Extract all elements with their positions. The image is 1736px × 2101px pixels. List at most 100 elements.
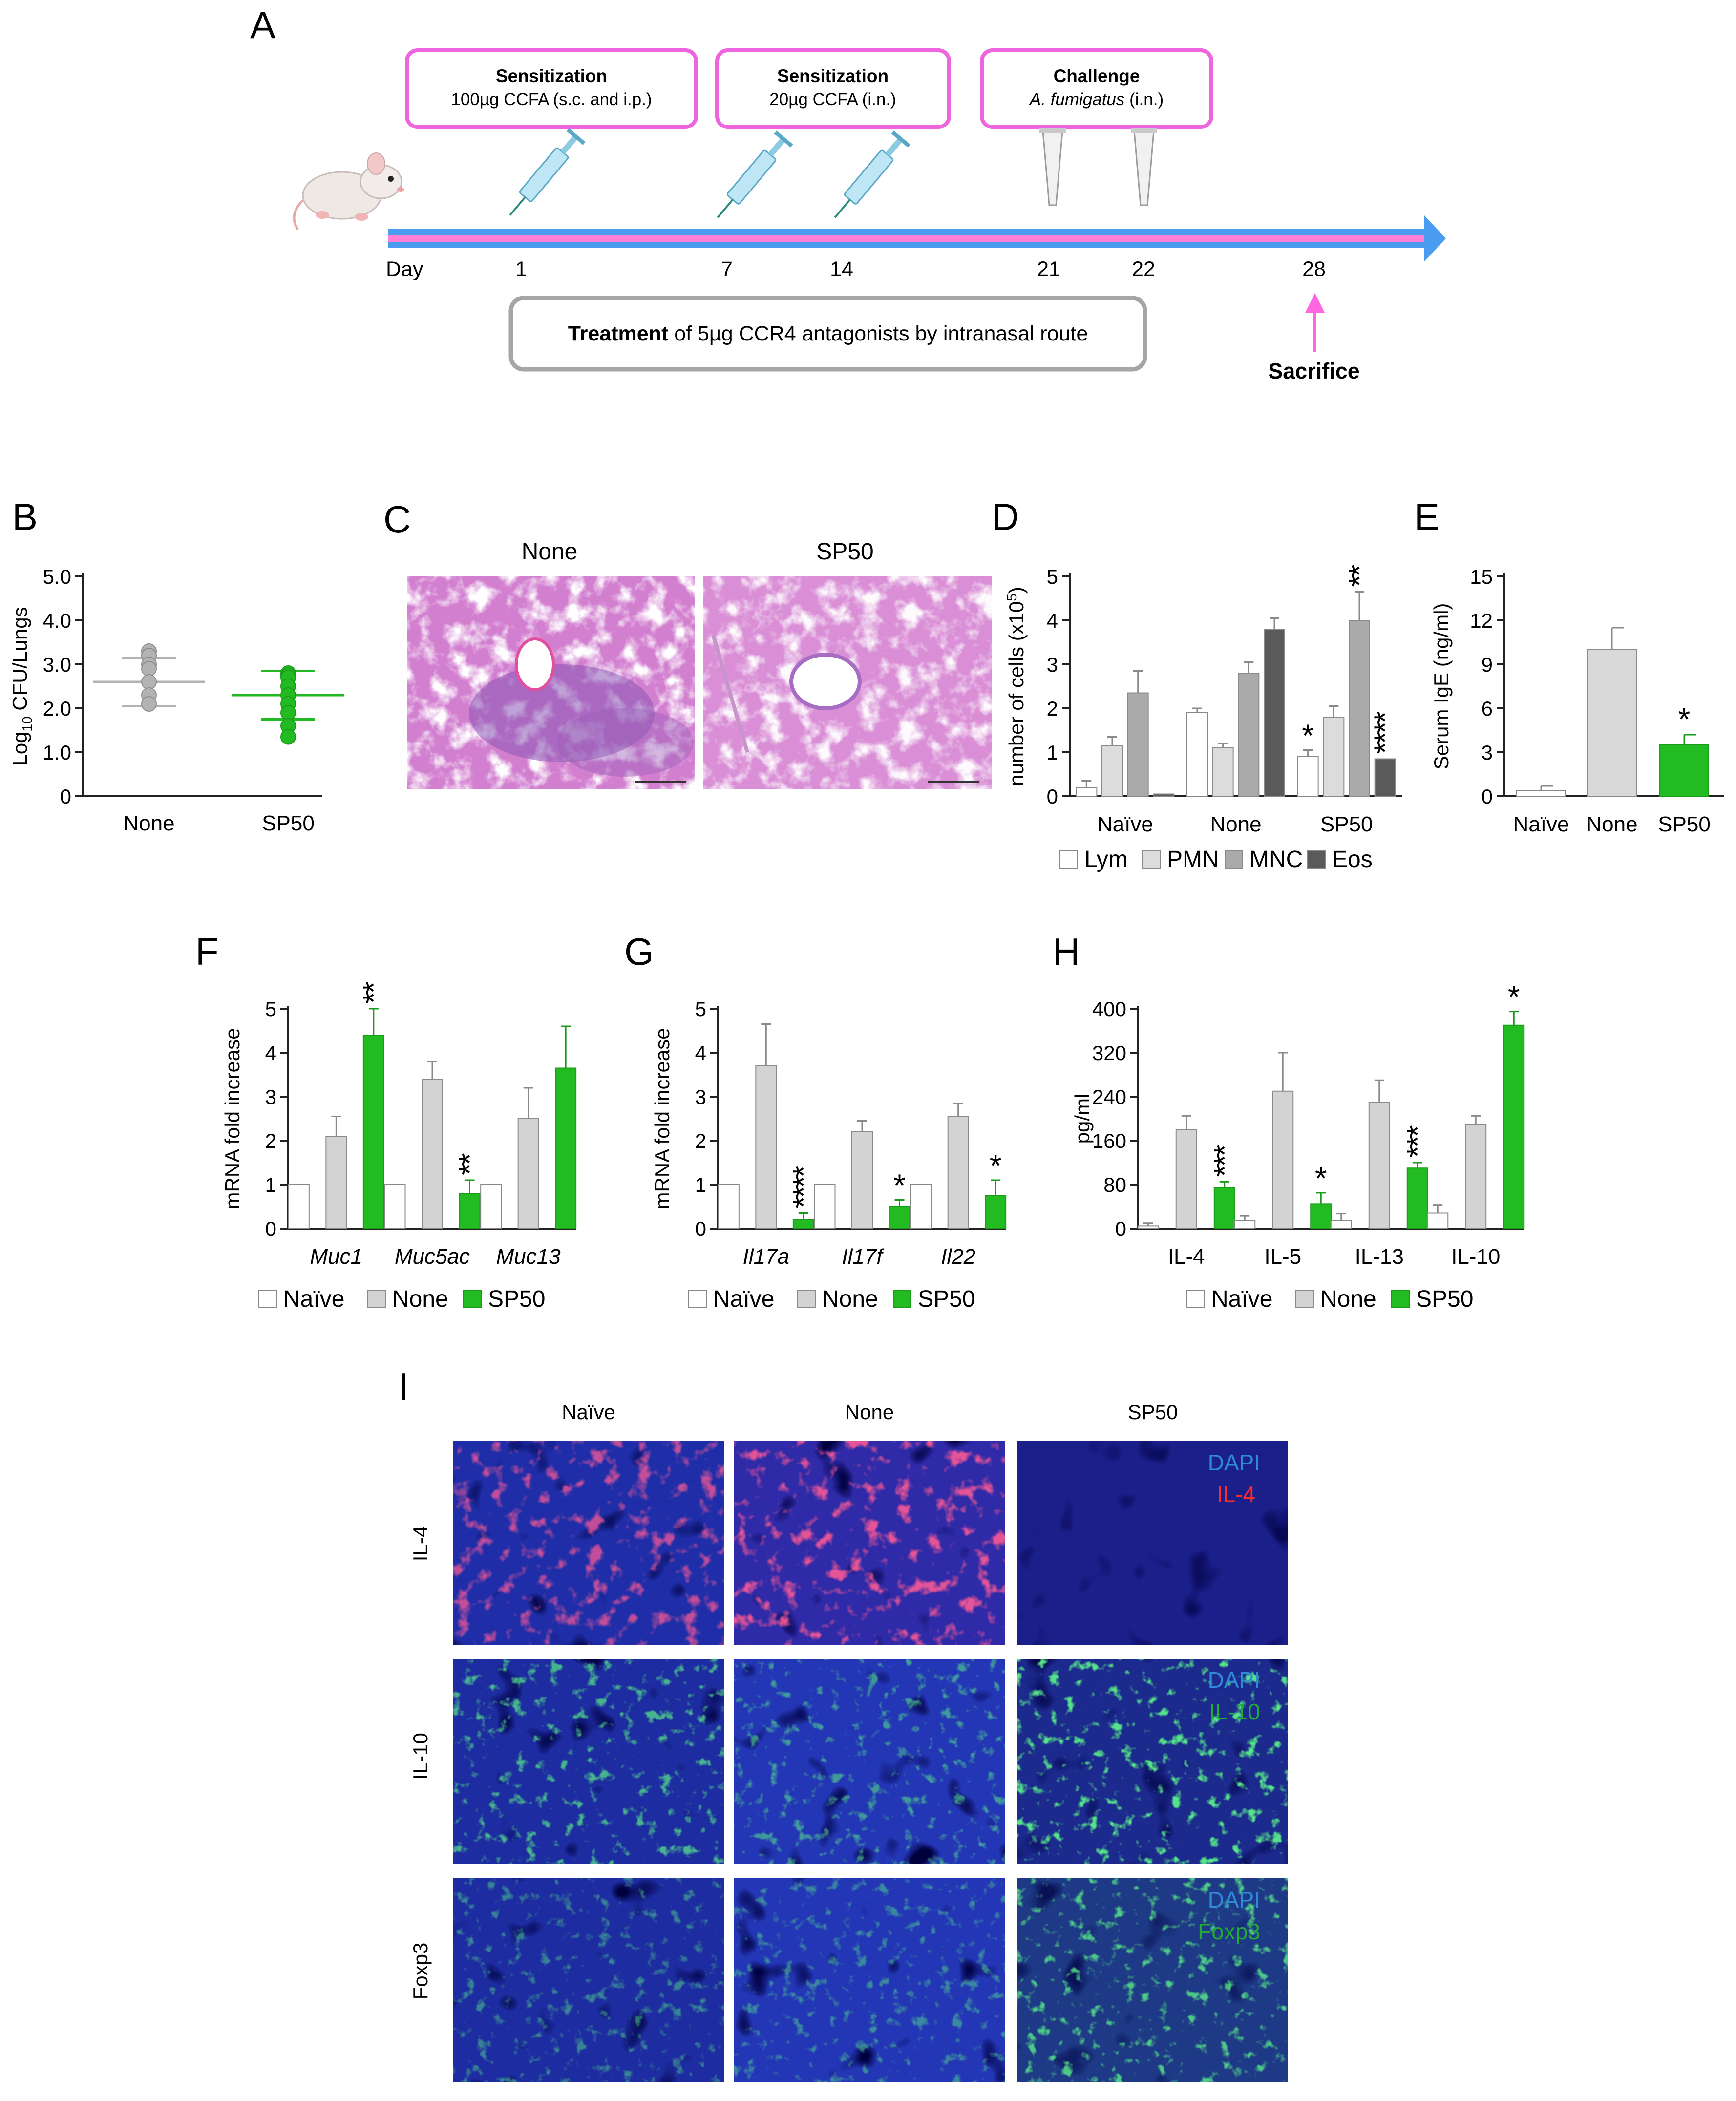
bar	[718, 1184, 740, 1229]
bar	[1127, 692, 1149, 797]
bar	[1587, 649, 1637, 797]
histology-image-sp50	[703, 576, 992, 789]
day-14: 14	[830, 257, 853, 281]
bar	[1349, 620, 1370, 797]
x-tick-label: Naïve	[1097, 812, 1153, 836]
svg-text:100µg CCFA (s.c. and i.p.): 100µg CCFA (s.c. and i.p.)	[451, 90, 652, 109]
legend-swatch	[797, 1290, 816, 1308]
data-point	[280, 705, 296, 721]
y-tick-label: 2.0	[43, 697, 71, 720]
bar	[1374, 758, 1396, 797]
significance-star: ****	[786, 1166, 821, 1209]
panel-letter-b: B	[12, 495, 38, 538]
legend: Naïve None SP50	[258, 1286, 545, 1312]
if-image-il4-naive	[453, 1441, 724, 1645]
significance-star: *	[1678, 701, 1691, 737]
y-tick-label: 0	[1115, 1217, 1126, 1240]
svg-text:Treatment of 5µg CCR4 antagoni: Treatment of 5µg CCR4 antagonists by int…	[568, 322, 1088, 345]
y-tick-label: 5	[695, 997, 706, 1020]
svg-text:Sensitization: Sensitization	[777, 66, 889, 86]
day-1: 1	[515, 257, 527, 281]
day-label: Day	[386, 257, 423, 281]
significance-star: ***	[1207, 1145, 1242, 1177]
legend-label: Eos	[1332, 847, 1373, 872]
y-axis-label-part: Log	[8, 732, 31, 766]
y-axis-label: mRNA fold increase	[651, 1028, 674, 1209]
bar	[325, 1136, 347, 1229]
x-tick-label: Naïve	[1513, 812, 1569, 836]
legend-label: Naïve	[283, 1286, 344, 1312]
syringe-icon	[509, 128, 586, 216]
if-overlay-dapi: DAPI	[1208, 1450, 1260, 1475]
legend-swatch	[258, 1290, 277, 1308]
y-axis-label-sub: 10	[20, 716, 35, 731]
bar	[288, 1184, 310, 1229]
if-image-il10-none	[734, 1659, 1005, 1864]
legend-swatch	[1186, 1290, 1205, 1308]
legend: Naïve None SP50	[688, 1286, 975, 1312]
if-image-foxp3-none	[734, 1878, 1005, 2082]
if-overlay-dapi: DAPI	[1208, 1887, 1260, 1912]
timeline-box-sensitization-1: Sensitization 100µg CCFA (s.c. and i.p.)	[405, 48, 698, 129]
legend-label: None	[1320, 1286, 1376, 1312]
bar	[1503, 1024, 1525, 1229]
svg-text:20µg CCFA (i.n.): 20µg CCFA (i.n.)	[769, 90, 896, 109]
panel-letter-g: G	[624, 930, 654, 973]
legend-swatch	[1295, 1290, 1314, 1308]
significance-star: *	[1508, 979, 1520, 1015]
legend-label: Naïve	[713, 1286, 774, 1312]
y-tick-label: 5	[265, 997, 276, 1020]
y-tick-label: 3	[1482, 741, 1493, 764]
panel-letter-a: A	[250, 3, 275, 46]
bar	[792, 1219, 814, 1229]
mouse-illustration	[293, 152, 404, 231]
panel-a: A Sensitization 100µg CCFA (s.c. and i.p…	[250, 3, 1446, 383]
bar	[1465, 1124, 1487, 1229]
bar	[1323, 717, 1345, 797]
data-point	[141, 696, 157, 712]
bar	[947, 1116, 969, 1229]
panel-letter-i: I	[398, 1365, 409, 1408]
x-tick-label: Muc1	[310, 1245, 363, 1269]
bar	[1297, 756, 1319, 797]
bar	[1101, 745, 1123, 797]
significance-star: *	[990, 1148, 1002, 1183]
day-7: 7	[721, 257, 733, 281]
svg-text:Challenge: Challenge	[1054, 66, 1140, 86]
treatment-box: Treatment of 5µg CCR4 antagonists by int…	[508, 296, 1147, 372]
if-image-il4-sp50	[1017, 1441, 1288, 1645]
legend-label: SP50	[488, 1286, 545, 1312]
syringe-icon	[717, 130, 793, 218]
panel-i: I Naïve None SP50 IL-4 IL-10 Foxp3 DAPI …	[398, 1365, 1288, 2082]
histology-label-sp50: SP50	[816, 539, 873, 565]
x-tick-label: SP50	[1320, 812, 1373, 836]
syringe-icon	[834, 130, 910, 218]
x-tick-label: SP50	[1658, 812, 1711, 836]
legend-label: SP50	[1416, 1286, 1473, 1312]
panel-letter-c: C	[383, 498, 411, 541]
legend-label: PMN	[1167, 847, 1219, 872]
legend-label: Naïve	[1211, 1286, 1272, 1312]
if-overlay-foxp3: Foxp3	[1198, 1919, 1260, 1944]
bar	[1238, 673, 1260, 797]
data-point	[141, 661, 157, 677]
x-tick-label: IL-13	[1355, 1245, 1404, 1269]
x-tick-label: None	[1586, 812, 1637, 836]
y-tick-label: 2	[1047, 697, 1058, 720]
y-tick-label: 1	[695, 1173, 706, 1196]
bar	[1516, 790, 1566, 797]
panel-e: 0 3 6 9 12 15 E Serum IgE (ng/ml) Naïve None SP50 *	[1414, 495, 1724, 836]
bar	[384, 1184, 406, 1229]
bar	[1137, 1225, 1159, 1229]
panel-letter-d: D	[992, 495, 1019, 538]
legend: Lym PMN MNC Eos	[1059, 847, 1373, 872]
y-axis-label-part: number of cells (x10	[1005, 601, 1028, 786]
panel-b: 0 1.0 2.0 3.0 4.0 5.0 B Log10 CFU/Lungs None SP50	[8, 495, 344, 835]
legend-label: Lym	[1084, 847, 1128, 872]
bar	[1330, 1220, 1352, 1229]
legend-label: SP50	[918, 1286, 975, 1312]
bar	[1368, 1102, 1390, 1229]
legend-swatch	[1225, 850, 1243, 869]
